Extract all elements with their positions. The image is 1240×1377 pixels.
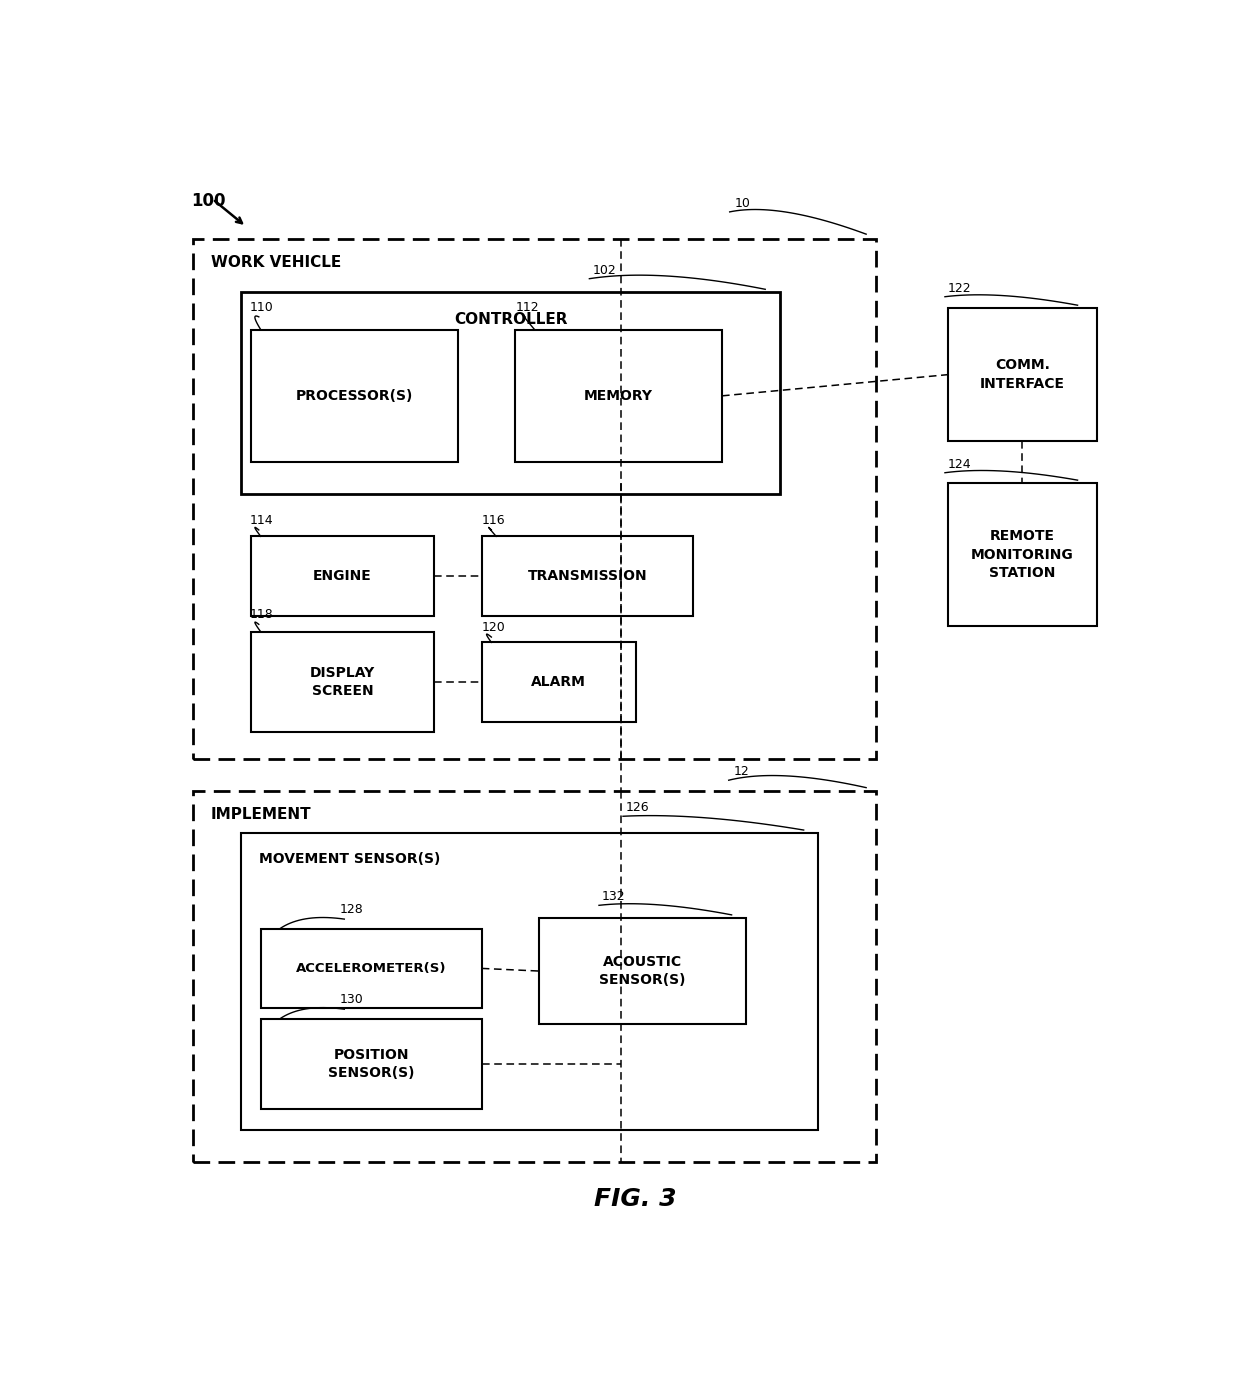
Text: 114: 114 xyxy=(249,514,273,527)
Text: WORK VEHICLE: WORK VEHICLE xyxy=(211,255,341,270)
Bar xyxy=(242,292,780,494)
Text: ACOUSTIC
SENSOR(S): ACOUSTIC SENSOR(S) xyxy=(599,954,686,987)
Text: PROCESSOR(S): PROCESSOR(S) xyxy=(295,388,413,403)
Text: CONTROLLER: CONTROLLER xyxy=(454,311,568,326)
Bar xyxy=(193,240,875,759)
Text: 126: 126 xyxy=(626,801,650,814)
Bar xyxy=(250,329,458,463)
Text: 10: 10 xyxy=(734,197,750,209)
Bar xyxy=(539,918,746,1024)
Text: MEMORY: MEMORY xyxy=(584,388,653,403)
Text: 116: 116 xyxy=(481,514,506,527)
Bar xyxy=(250,537,434,616)
Text: 112: 112 xyxy=(516,300,539,314)
Bar xyxy=(481,537,693,616)
Bar xyxy=(260,1019,481,1108)
Text: 12: 12 xyxy=(734,766,749,778)
Bar xyxy=(242,833,818,1131)
Bar xyxy=(516,329,722,463)
Bar xyxy=(193,790,875,1162)
Text: 118: 118 xyxy=(249,609,273,621)
Bar xyxy=(481,642,635,722)
Text: ENGINE: ENGINE xyxy=(312,569,372,582)
Text: DISPLAY
SCREEN: DISPLAY SCREEN xyxy=(310,666,374,698)
Bar xyxy=(260,928,481,1008)
Text: ACCELEROMETER(S): ACCELEROMETER(S) xyxy=(296,963,446,975)
Text: 110: 110 xyxy=(249,300,273,314)
Text: MOVEMENT SENSOR(S): MOVEMENT SENSOR(S) xyxy=(259,852,440,866)
Text: 132: 132 xyxy=(601,890,625,903)
Text: 124: 124 xyxy=(947,457,971,471)
Text: REMOTE
MONITORING
STATION: REMOTE MONITORING STATION xyxy=(971,530,1074,580)
Text: TRANSMISSION: TRANSMISSION xyxy=(528,569,647,582)
Text: 120: 120 xyxy=(481,621,506,633)
Text: 122: 122 xyxy=(947,281,971,295)
Text: 128: 128 xyxy=(340,903,363,916)
Text: FIG. 3: FIG. 3 xyxy=(594,1187,677,1210)
Text: IMPLEMENT: IMPLEMENT xyxy=(211,807,311,822)
Text: ALARM: ALARM xyxy=(531,675,587,688)
Text: COMM.
INTERFACE: COMM. INTERFACE xyxy=(980,358,1065,391)
Text: POSITION
SENSOR(S): POSITION SENSOR(S) xyxy=(327,1048,414,1080)
Bar xyxy=(947,308,1096,441)
Bar xyxy=(250,632,434,733)
Text: 100: 100 xyxy=(191,191,226,209)
Text: 130: 130 xyxy=(340,993,363,1007)
Text: 102: 102 xyxy=(593,263,616,277)
Bar xyxy=(947,483,1096,627)
